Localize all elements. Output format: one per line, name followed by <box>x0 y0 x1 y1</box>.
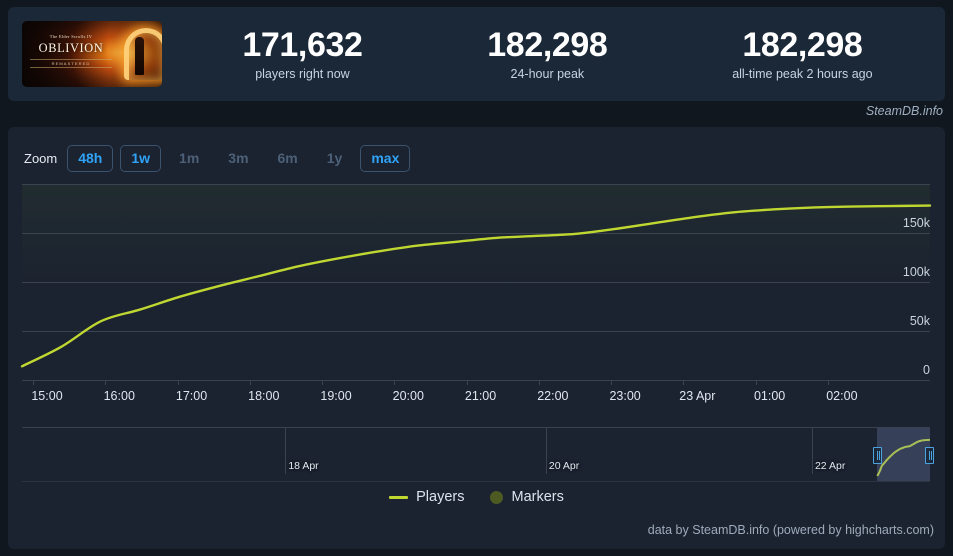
navigator-selection[interactable] <box>877 428 930 481</box>
zoom-button-6m[interactable]: 6m <box>277 150 298 166</box>
thumbnail-text: The Elder Scrolls IV OBLIVION REMASTERED <box>30 34 112 68</box>
x-axis-tick <box>33 380 34 385</box>
x-axis-label: 21:00 <box>464 389 497 403</box>
thumbnail-subtitle: REMASTERED <box>30 59 112 68</box>
x-axis-label: 23:00 <box>609 389 641 403</box>
navigator-handle-left[interactable] <box>873 447 883 464</box>
x-axis-tick <box>538 380 540 385</box>
x-axis-tick <box>394 380 396 385</box>
steamdb-watermark: SteamDB.info <box>865 104 943 118</box>
navigator-date-label: 18 Apr <box>288 460 319 472</box>
navigator-tick <box>545 427 547 474</box>
x-axis-tick <box>755 380 757 385</box>
gridline <box>22 282 930 283</box>
y-axis-label: 100k <box>902 265 930 279</box>
zoom-button-48h[interactable]: 48h <box>67 145 114 173</box>
stat-all-time-peak: 182,298 all-time peak 2 hours ago <box>732 27 872 81</box>
navigator-tick <box>285 427 287 474</box>
x-axis-label: 19:00 <box>320 389 352 403</box>
players-series-line <box>20 204 932 368</box>
zoom-range-selector: Zoom 48h 1w 1m 3m 6m 1y max <box>24 145 411 173</box>
game-thumbnail[interactable]: The Elder Scrolls IV OBLIVION REMASTERED <box>22 21 162 87</box>
x-axis-tick <box>322 380 324 385</box>
x-axis: 15:00 16:00 17:00 18:00 19:00 20:00 21:00 22:00… <box>22 380 930 406</box>
chart-legend: Players Markers <box>8 489 945 505</box>
navigator-date-label: 22 Apr <box>814 460 846 472</box>
x-axis-tick <box>249 380 251 385</box>
x-axis-label: 18:00 <box>248 389 280 403</box>
stat-group: 171,632 players right now 182,298 24-hou… <box>162 27 945 81</box>
oblivion-gate-icon <box>124 28 162 80</box>
x-axis-line <box>22 380 930 381</box>
stat-value: 171,632 <box>242 25 363 64</box>
y-axis-label: 150k <box>902 216 930 230</box>
x-axis-label: 16:00 <box>103 389 135 403</box>
zoom-button-1w[interactable]: 1w <box>120 145 162 173</box>
thumbnail-pretitle: The Elder Scrolls IV <box>49 34 93 39</box>
chart-navigator[interactable]: 18 Apr 20 Apr 22 Apr <box>22 427 934 482</box>
chart-card: Zoom 48h 1w 1m 3m 6m 1y max 0 50k 100k 150k 15:00… <box>8 127 945 549</box>
x-axis-tick <box>466 380 468 385</box>
navigator-handle-right[interactable] <box>925 447 934 464</box>
navigator-tick <box>811 427 813 474</box>
navigator-top-line <box>22 427 930 428</box>
zoom-button-max[interactable]: max <box>360 145 411 173</box>
gridline <box>22 184 930 185</box>
x-axis-label: 23 Apr <box>679 389 716 403</box>
x-axis-label: 20:00 <box>392 389 424 403</box>
stat-label: 24-hour peak <box>510 67 585 82</box>
x-axis-tick <box>177 380 179 385</box>
stat-value: 182,298 <box>487 25 608 64</box>
y-axis-label: 0 <box>923 363 930 377</box>
x-axis-tick <box>683 380 685 385</box>
legend-item-markers[interactable]: Markers <box>490 489 564 505</box>
x-axis-label: 02:00 <box>826 389 858 403</box>
stats-card: The Elder Scrolls IV OBLIVION REMASTERED… <box>8 7 945 101</box>
gridline <box>22 331 930 332</box>
markers-dot-icon <box>490 490 504 504</box>
navigator-date-label: 20 Apr <box>548 460 580 472</box>
stat-label: all-time peak 2 hours ago <box>732 67 873 82</box>
legend-item-players[interactable]: Players <box>389 489 464 505</box>
stat-players-now: 171,632 players right now <box>242 25 363 82</box>
navigator-series <box>876 438 930 477</box>
zoom-button-3m[interactable]: 3m <box>228 150 249 166</box>
x-axis-label: 01:00 <box>753 389 786 403</box>
zoom-buttons: 48h 1w 1m 3m 6m 1y max <box>67 145 411 173</box>
legend-label: Players <box>416 489 465 505</box>
zoom-button-1y[interactable]: 1y <box>326 150 343 166</box>
x-axis-label: 22:00 <box>537 389 569 403</box>
x-axis-tick <box>611 380 613 385</box>
x-axis-tick <box>827 380 829 385</box>
zoom-button-1m[interactable]: 1m <box>179 150 200 166</box>
x-axis-tick <box>105 380 107 385</box>
stat-24h-peak: 182,298 24-hour peak <box>487 25 608 82</box>
x-axis-label: 17:00 <box>175 389 208 403</box>
chart-plot-area[interactable]: 0 50k 100k 150k <box>20 184 932 381</box>
stat-label: players right now <box>255 67 350 82</box>
chart-credit[interactable]: data by SteamDB.info (powered by highcha… <box>647 523 934 537</box>
character-silhouette-icon <box>135 37 145 75</box>
navigator-bottom-line <box>22 481 930 482</box>
players-line-icon <box>389 495 409 499</box>
zoom-label: Zoom <box>24 151 58 167</box>
legend-label: Markers <box>511 489 564 505</box>
stat-value: 182,298 <box>742 25 863 64</box>
gridline <box>22 233 930 234</box>
y-axis-label: 50k <box>909 314 930 328</box>
thumbnail-title: OBLIVION <box>38 41 104 55</box>
x-axis-label: 15:00 <box>31 389 63 403</box>
